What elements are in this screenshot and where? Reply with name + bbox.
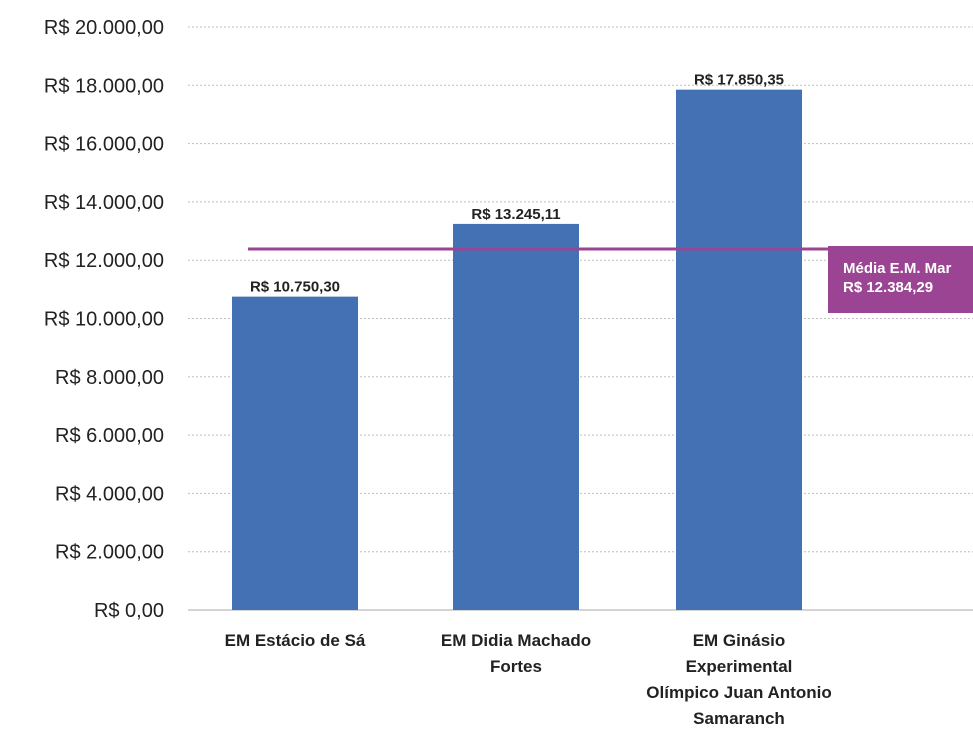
x-tick-label: EM Didia Machado Fortes [441,631,591,676]
data-label: R$ 13.245,11 [471,206,560,223]
y-tick-label: R$ 4.000,00 [55,483,164,505]
data-label: R$ 10.750,30 [250,279,340,296]
data-label: R$ 17.850,35 [694,72,784,89]
y-tick-label: R$ 6.000,00 [55,425,164,447]
y-tick-label: R$ 16.000,00 [44,134,164,156]
y-tick-label: R$ 2.000,00 [55,542,164,564]
y-tick-label: R$ 8.000,00 [55,367,164,389]
y-tick-label: R$ 12.000,00 [44,250,164,272]
x-tick-label: EM Estácio de Sá [225,631,366,650]
y-tick-label: R$ 10.000,00 [44,309,164,331]
y-tick-label: R$ 14.000,00 [44,192,164,214]
bar [676,89,802,611]
y-tick-label: R$ 20.000,00 [44,17,164,39]
y-tick-label: R$ 0,00 [94,600,164,622]
bar [232,296,358,610]
y-tick-label: R$ 18.000,00 [44,75,164,97]
x-tick-label: EM Ginásio Experimental Olímpico Juan Anto… [646,631,831,728]
bar [453,223,579,611]
average-label-box [828,246,973,313]
average-label: Média E.M. Mar R$ 12.384,29 [843,260,952,296]
